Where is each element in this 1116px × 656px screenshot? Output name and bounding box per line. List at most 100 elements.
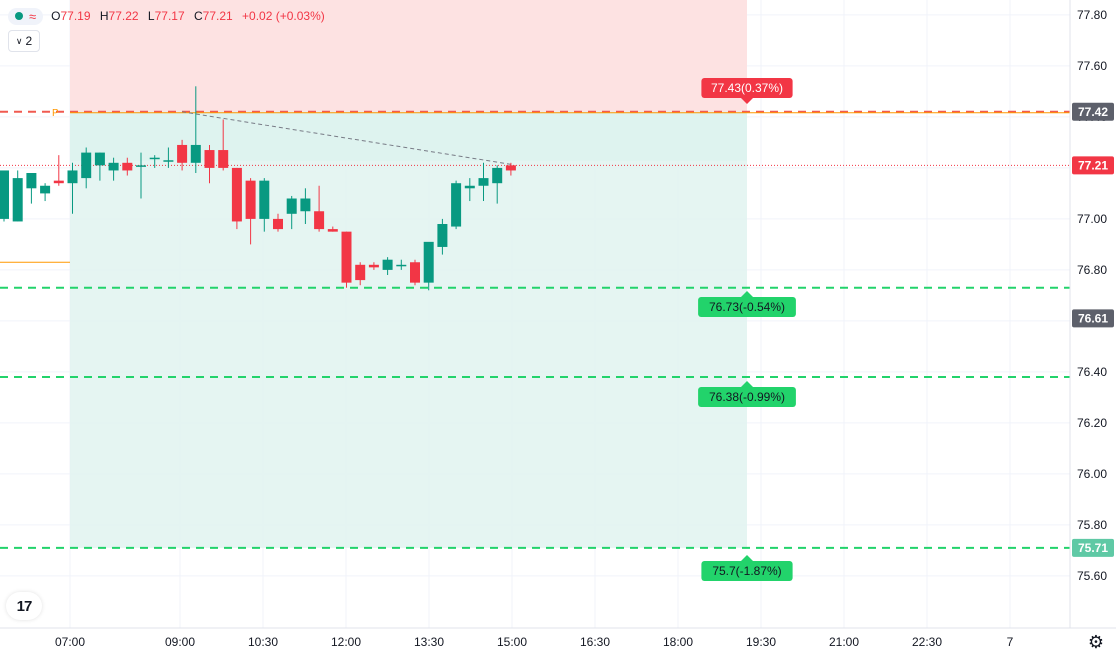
market-status-dot-icon — [15, 12, 23, 20]
symbol-status-pill[interactable]: ≈ — [8, 7, 44, 25]
ohlc-values: O77.19 H77.22 L77.17 C77.21 +0.02 (+0.03… — [51, 9, 331, 23]
candle-body[interactable] — [94, 152, 105, 166]
time-tick-label: 12:00 — [331, 635, 361, 649]
candle-body[interactable] — [464, 185, 475, 189]
time-tick-label: 21:00 — [829, 635, 859, 649]
candle-body[interactable] — [314, 211, 325, 230]
candle-body[interactable] — [12, 178, 23, 222]
candle-body[interactable] — [81, 152, 92, 179]
candle-body[interactable] — [437, 224, 448, 247]
target2-label-text: 76.38(-0.99%) — [709, 390, 785, 404]
time-tick-label: 13:30 — [414, 635, 444, 649]
stop-label-arrow — [741, 98, 753, 104]
open-value: 77.19 — [60, 9, 91, 23]
candle-body[interactable] — [231, 167, 242, 222]
candle-body[interactable] — [0, 170, 9, 219]
candle-body[interactable] — [451, 183, 462, 227]
target2-label-arrow — [741, 381, 753, 387]
target2-label-box[interactable] — [698, 387, 796, 407]
candle-body[interactable] — [218, 150, 229, 168]
time-tick-label: 09:00 — [165, 635, 195, 649]
candle-body[interactable] — [40, 185, 51, 194]
low-value: 77.17 — [154, 9, 185, 23]
target3-label-arrow — [741, 555, 753, 561]
low-label: L — [147, 9, 155, 23]
candle-body[interactable] — [136, 165, 146, 167]
candle-body[interactable] — [341, 231, 352, 283]
candle-body[interactable] — [149, 157, 160, 160]
candle-body[interactable] — [478, 178, 489, 186]
price-axis-badge — [1072, 102, 1114, 121]
symbol-legend: ≈ O77.19 H77.22 L77.17 C77.21 +0.02 (+0.… — [8, 5, 331, 27]
candle-body[interactable] — [286, 198, 297, 214]
stop-label-box[interactable] — [701, 78, 793, 98]
price-tick-label: 75.80 — [1077, 518, 1107, 532]
time-tick-label: 7 — [1007, 635, 1014, 649]
candle-body[interactable] — [177, 144, 188, 163]
candle-body[interactable] — [410, 262, 420, 283]
candle-body[interactable] — [245, 180, 256, 219]
candle-body[interactable] — [396, 264, 407, 267]
candle-body[interactable] — [26, 173, 37, 189]
time-tick-label: 10:30 — [248, 635, 278, 649]
candle-body[interactable] — [122, 162, 133, 171]
entry-marker: P — [52, 108, 59, 119]
profit-zone[interactable] — [70, 111, 747, 548]
gear-icon[interactable]: ⚙ — [1087, 632, 1105, 652]
close-label: C — [193, 9, 203, 23]
tradingview-logo[interactable]: 17 — [6, 592, 42, 620]
candle-body[interactable] — [300, 198, 311, 212]
candle-body[interactable] — [368, 264, 379, 268]
time-tick-label: 07:00 — [55, 635, 85, 649]
price-axis-badge — [1072, 538, 1114, 557]
target1-label-box[interactable] — [698, 297, 796, 317]
candle-body[interactable] — [259, 180, 270, 219]
candle-body[interactable] — [190, 144, 201, 163]
wave-icon: ≈ — [29, 8, 37, 24]
candle-body[interactable] — [423, 241, 434, 283]
chevron-down-icon: ∨ — [15, 35, 23, 46]
price-tick-label: 76.80 — [1077, 263, 1107, 277]
price-tick-label: 75.60 — [1077, 569, 1107, 583]
high-label: H — [99, 9, 109, 23]
time-tick-label: 19:30 — [746, 635, 776, 649]
interval-value: 2 — [25, 34, 33, 48]
target3-label-text: 75.7(-1.87%) — [712, 564, 781, 578]
target1-label-text: 76.73(-0.54%) — [709, 300, 785, 314]
interval-selector[interactable]: ∨ 2 — [8, 30, 40, 52]
price-axis-badge-text: 75.71 — [1078, 541, 1108, 555]
time-tick-label: 16:30 — [580, 635, 610, 649]
high-value: 77.22 — [108, 9, 139, 23]
price-tick-label: 76.00 — [1077, 467, 1107, 481]
stop-label-text: 77.43(0.37%) — [711, 81, 783, 95]
logo-text: 17 — [16, 597, 33, 615]
price-axis-badge-text: 77.42 — [1078, 105, 1108, 119]
candle-body[interactable] — [382, 259, 393, 270]
change-value: +0.02 (+0.03%) — [242, 9, 325, 23]
target3-label-box[interactable] — [701, 561, 793, 581]
candle-body[interactable] — [273, 218, 283, 230]
candle-body[interactable] — [327, 229, 338, 232]
candle-body[interactable] — [67, 170, 78, 184]
close-value: 77.21 — [202, 9, 233, 23]
price-tick-label: 77.60 — [1077, 59, 1107, 73]
price-axis-badge — [1072, 309, 1114, 328]
candle-body[interactable] — [492, 167, 503, 184]
candle-body[interactable] — [355, 264, 366, 281]
candle-body[interactable] — [204, 150, 215, 168]
price-axis-badge — [1072, 156, 1114, 175]
time-tick-label: 15:00 — [497, 635, 527, 649]
price-tick-label: 76.40 — [1077, 365, 1107, 379]
stop-loss-zone[interactable] — [70, 0, 747, 112]
candle-body[interactable] — [108, 162, 119, 171]
price-tick-label: 76.20 — [1077, 416, 1107, 430]
time-tick-label: 18:00 — [663, 635, 693, 649]
price-tick-label: 77.00 — [1077, 212, 1107, 226]
candle-body[interactable] — [163, 160, 174, 162]
candle-body[interactable] — [505, 165, 516, 171]
candle-body[interactable] — [53, 180, 64, 184]
time-axis[interactable] — [0, 628, 1116, 656]
price-axis-badge-text: 77.21 — [1078, 158, 1108, 172]
price-tick-label: 77.80 — [1077, 8, 1107, 22]
